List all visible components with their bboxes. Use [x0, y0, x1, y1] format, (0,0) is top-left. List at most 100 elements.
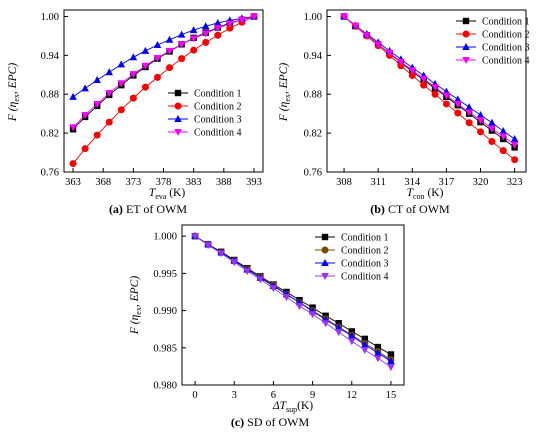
series-line: [194, 235, 392, 362]
y-axis-label: F (ηex, EPC): [278, 63, 292, 122]
data-point: [117, 80, 126, 88]
y-tick-label: 0.82: [304, 129, 322, 140]
data-point: [510, 141, 519, 149]
legend-label: Condition 2: [194, 102, 242, 113]
x-tick-label: 15: [386, 390, 397, 401]
y-tick-label: 0.94: [41, 51, 60, 62]
data-point: [499, 133, 508, 141]
x-tick-label: 363: [65, 177, 81, 188]
x-tick-label: 308: [336, 177, 352, 188]
x-axis-label: ΔTsup(K): [272, 400, 313, 414]
data-point: [153, 54, 162, 62]
series-line: [72, 16, 255, 130]
series-line: [194, 235, 392, 355]
data-point: [141, 46, 150, 54]
x-tick-label: 311: [370, 177, 385, 188]
legend-label: Condition 4: [341, 272, 389, 283]
plot-frame: [326, 9, 527, 173]
series-line: [343, 16, 515, 140]
data-point: [117, 60, 126, 68]
data-point: [488, 118, 496, 126]
data-point: [488, 138, 496, 146]
data-point: [243, 268, 252, 276]
data-point: [374, 355, 382, 363]
data-point: [93, 75, 101, 83]
y-tick-label: 0.980: [153, 381, 177, 392]
data-point: [226, 20, 234, 28]
data-point: [202, 38, 210, 46]
panel-caption: (a) ET of OWM: [109, 202, 187, 216]
data-point: [477, 128, 485, 136]
panel-caption: (b) CT of OWM: [370, 202, 450, 216]
data-point: [204, 242, 212, 250]
data-point: [387, 364, 395, 372]
legend-marker: [462, 17, 470, 25]
legend-label: Condition 2: [482, 30, 530, 41]
data-point: [335, 320, 342, 327]
data-point: [420, 81, 428, 89]
x-tick-label: 373: [125, 177, 141, 188]
data-point: [361, 335, 369, 343]
data-point: [442, 100, 450, 108]
x-tick-label: 378: [156, 177, 172, 188]
y-tick-label: 1.00: [304, 12, 322, 23]
data-point: [153, 40, 162, 48]
data-point: [499, 147, 507, 155]
x-tick-label: 6: [271, 390, 276, 401]
data-point: [347, 331, 356, 339]
legend-label: Condition 3: [194, 115, 242, 126]
legend-marker: [321, 273, 329, 280]
legend-label: Condition 2: [341, 246, 389, 257]
legend-label: Condition 3: [341, 259, 389, 270]
y-axis-label: F (ηex, EPC): [129, 276, 143, 335]
data-point: [117, 106, 125, 114]
data-point: [213, 25, 222, 33]
data-point: [69, 124, 77, 132]
data-point: [166, 64, 174, 72]
legend-marker: [174, 102, 182, 110]
data-point: [476, 117, 485, 125]
data-point: [510, 134, 519, 142]
y-axis-label: F (ηex, EPC): [7, 63, 21, 122]
data-point: [340, 13, 348, 21]
data-point: [334, 329, 343, 337]
data-point: [129, 53, 138, 61]
y-tick-label: 0.82: [41, 129, 59, 140]
data-point: [189, 26, 198, 34]
legend-label: Condition 4: [194, 128, 242, 139]
data-point: [69, 92, 77, 100]
data-point: [385, 49, 394, 57]
panel-caption: (c) SD of OWM: [231, 415, 310, 429]
x-tick-label: 320: [473, 177, 489, 188]
data-point: [419, 75, 428, 83]
legend: Condition 1 Condition 2 Condition 3 Conditi…: [456, 17, 530, 67]
data-point: [177, 30, 186, 38]
data-point: [408, 67, 417, 75]
data-point: [214, 31, 222, 39]
data-point: [334, 323, 343, 331]
data-point: [269, 285, 278, 293]
data-point: [105, 89, 114, 97]
legend-marker: [174, 115, 182, 122]
legend-marker: [321, 233, 329, 241]
data-point: [374, 349, 382, 356]
y-tick-label: 0.76: [304, 168, 322, 179]
data-point: [93, 131, 101, 139]
data-point: [361, 347, 369, 355]
data-point: [129, 94, 137, 102]
data-point: [321, 320, 330, 328]
x-tick-label: 317: [439, 177, 455, 188]
data-point: [453, 95, 462, 103]
chart-panel-2: 308 311 314 317 320 323 0.76 0.82 0.88 0.94 1.00 Co…: [278, 9, 530, 216]
legend-marker: [462, 30, 470, 38]
series-line: [72, 16, 255, 98]
data-point: [295, 303, 304, 311]
legend-marker: [321, 259, 329, 266]
y-tick-label: 0.76: [41, 168, 59, 179]
data-point: [81, 84, 89, 92]
series-4: [340, 13, 519, 149]
legend-marker: [174, 129, 182, 136]
data-point: [81, 111, 89, 119]
data-point: [256, 276, 265, 284]
